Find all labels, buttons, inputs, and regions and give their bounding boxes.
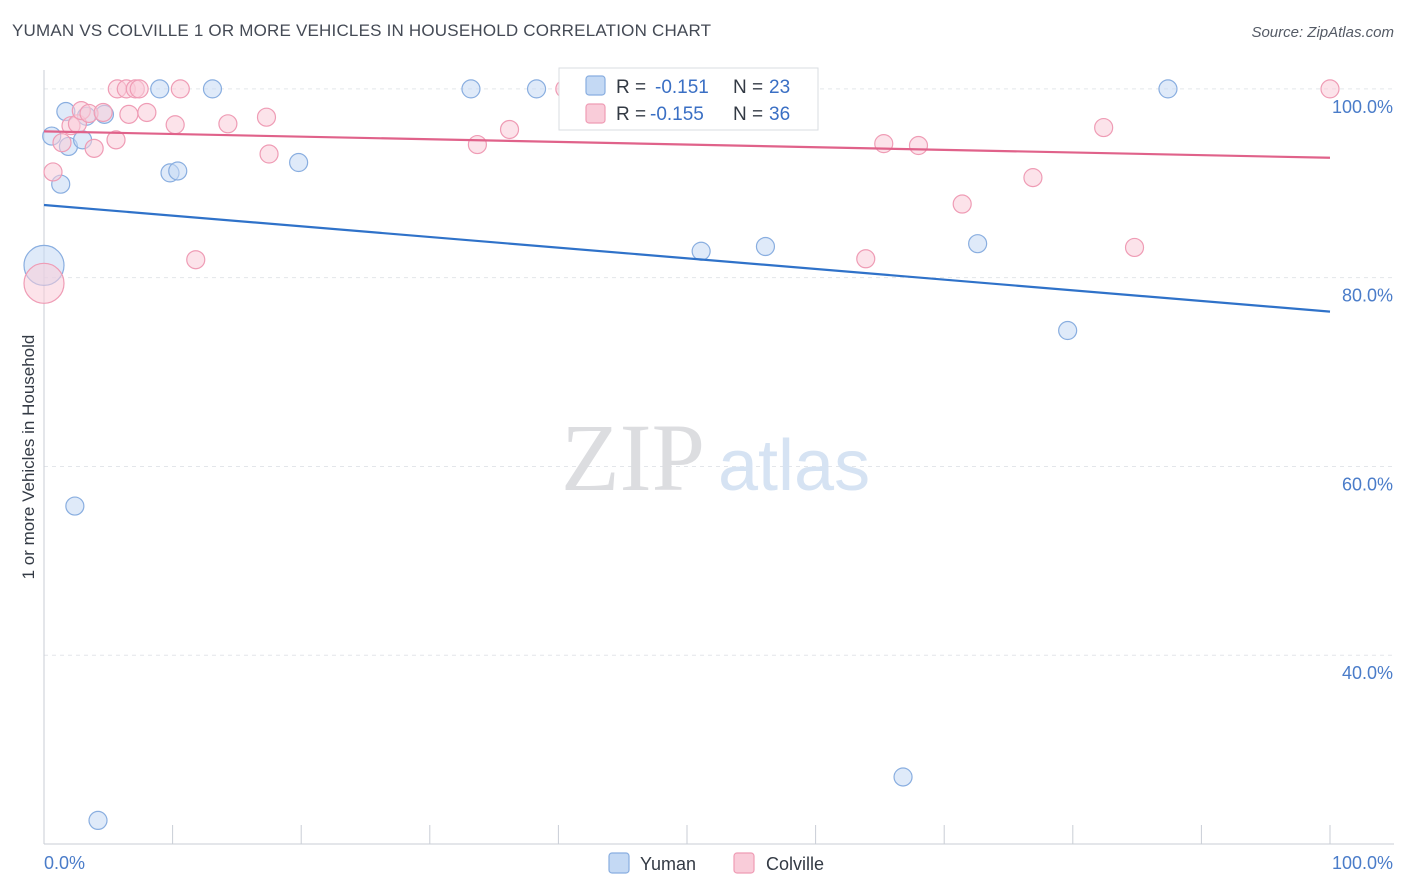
watermark-atlas: atlas [718, 426, 870, 506]
colville-point-7 [84, 138, 104, 158]
series-colville-points [23, 79, 1340, 304]
colville-point-34 [1320, 79, 1340, 99]
colville-point-22 [467, 134, 487, 155]
legend-swatch-yuman[interactable] [608, 852, 630, 874]
colville-point-14 [129, 79, 149, 99]
tick-labels: 40.0% 60.0% 80.0% 100.0% 0.0% 100.0% [44, 97, 1393, 873]
trend-lines [43, 130, 1331, 313]
legend: Yuman Colville [608, 852, 824, 874]
colville-point-0 [23, 262, 65, 304]
y-tick-label-1: 60.0% [1342, 474, 1393, 494]
yuman-point-19 [893, 767, 913, 787]
legend-label-colville[interactable]: Colville [766, 854, 824, 874]
yuman-point-12 [168, 161, 188, 181]
y-tick-label-3: 100.0% [1332, 97, 1393, 117]
stats-box: R = -0.151 N = 23 R = -0.155 N = 36 [558, 67, 819, 131]
x-tick-label-0: 0.0% [44, 853, 85, 873]
colville-point-17 [170, 79, 190, 99]
yuman-trend-line [43, 203, 1331, 313]
stats-swatch-yuman [585, 75, 606, 96]
yuman-point-13 [202, 79, 223, 99]
colville-point-29 [908, 135, 929, 156]
colville-point-8 [93, 102, 113, 123]
stats-r-label-yuman: R = [616, 77, 646, 98]
colville-point-20 [256, 107, 277, 127]
colville-point-30 [952, 194, 972, 214]
colville-point-2 [52, 133, 72, 153]
grid-lines [44, 88, 1394, 656]
watermark: ZIP atlas [561, 404, 870, 511]
yuman-point-15 [461, 79, 481, 99]
yuman-point-18 [755, 236, 776, 257]
colville-point-23 [499, 119, 520, 140]
stats-n-label-colville: N = [733, 104, 763, 125]
chart-title: YUMAN VS COLVILLE 1 OR MORE VEHICLES IN … [12, 21, 712, 40]
yuman-point-5 [65, 496, 85, 516]
yuman-point-21 [1058, 320, 1078, 341]
yuman-point-10 [150, 79, 170, 99]
colville-point-33 [1124, 237, 1145, 258]
y-tick-label-2: 80.0% [1342, 286, 1393, 306]
colville-point-28 [874, 134, 894, 154]
yuman-point-17 [691, 241, 711, 261]
colville-point-12 [119, 104, 139, 124]
colville-point-1 [43, 162, 63, 182]
yuman-point-8 [88, 810, 108, 831]
axes [43, 70, 1394, 845]
stats-r-label-colville: R = [616, 104, 646, 125]
stats-n-value-colville: 36 [769, 104, 790, 125]
colville-point-15 [137, 102, 157, 123]
colville-point-16 [165, 115, 185, 135]
watermark-zip: ZIP [561, 404, 705, 511]
stats-r-value-colville: -0.155 [650, 104, 704, 125]
colville-point-32 [1094, 117, 1114, 138]
yuman-point-14 [289, 152, 309, 173]
source-credit: Source: ZipAtlas.com [1251, 24, 1394, 41]
legend-label-yuman[interactable]: Yuman [640, 854, 696, 874]
colville-point-27 [856, 249, 876, 269]
stats-swatch-colville [585, 103, 606, 124]
colville-point-21 [259, 144, 279, 164]
colville-point-18 [186, 250, 206, 270]
yuman-point-22 [1158, 79, 1178, 99]
x-tick-label-1: 100.0% [1332, 853, 1393, 873]
stats-n-label-yuman: N = [733, 77, 763, 98]
colville-point-19 [218, 114, 238, 134]
colville-point-31 [1023, 168, 1043, 188]
colville-trend-line [43, 130, 1331, 159]
legend-swatch-colville[interactable] [733, 852, 755, 874]
stats-r-value-yuman: -0.151 [655, 77, 709, 98]
yuman-point-16 [526, 79, 547, 99]
colville-point-9 [106, 130, 126, 150]
y-tick-label-0: 40.0% [1342, 663, 1393, 683]
stats-n-value-yuman: 23 [769, 77, 790, 98]
y-axis-label: 1 or more Vehicles in Household [19, 335, 38, 580]
yuman-point-20 [968, 234, 988, 254]
